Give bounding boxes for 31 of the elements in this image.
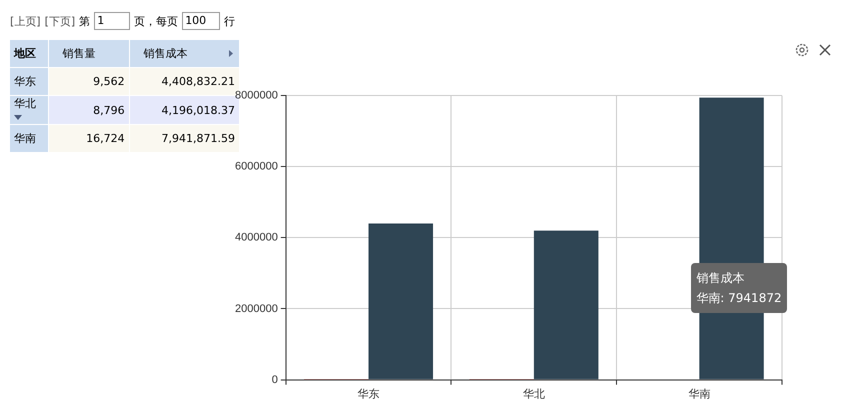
x-tick-label: 华东 [358,387,380,400]
x-tick-label: 华南 [688,387,710,400]
text: 页，每页 [134,14,178,28]
text: 行 [224,14,236,28]
text: 7,941,871.59 [162,132,235,145]
text: 9,562 [93,75,125,88]
annotation: 销售成本 [696,270,746,287]
x-tick-label: 华北 [522,387,545,400]
text: 第 [79,14,90,28]
text: 1 [94,12,130,30]
text: [下页] [44,14,76,28]
text: 100 [182,12,220,30]
text: 8,796 [93,104,125,116]
bar [368,223,434,380]
text: 4,196,018.37 [162,104,235,116]
text: 销售量 [62,47,96,60]
text: 华南 [14,132,36,145]
y-tick-label: 2000000 [234,302,278,315]
annotation: 华南: 7941872 [696,290,782,307]
text: 华北 [14,97,36,110]
text: 4,408,832.21 [162,75,235,88]
y-tick-label: 8000000 [234,90,278,102]
text: [上页] [10,14,41,28]
y-tick-label: 6000000 [234,160,278,173]
text: 华东 [14,75,36,88]
y-tick-label: 0 [272,374,278,386]
text: 地区 [14,47,36,60]
text: 16,724 [86,132,125,145]
bar [534,230,598,380]
y-tick-label: 4000000 [234,232,278,244]
text: 销售成本 [144,47,188,60]
